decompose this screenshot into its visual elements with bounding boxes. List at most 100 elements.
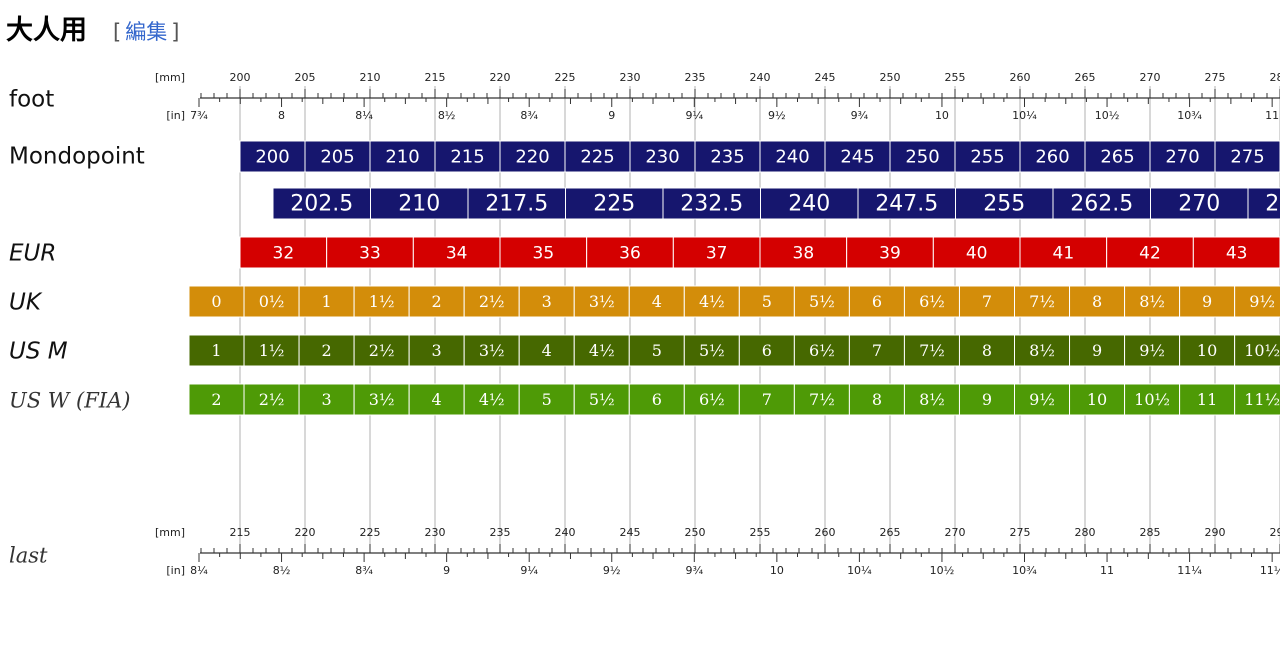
mm-label: 270: [945, 526, 966, 539]
size-label: 210: [398, 192, 440, 217]
mm-label: 200: [230, 71, 251, 84]
size-label: 205: [320, 147, 354, 168]
in-label: 10½: [1095, 109, 1120, 122]
in-label: 9¼: [685, 109, 703, 122]
size-cell: [903, 383, 960, 416]
size-cell: [955, 187, 1054, 220]
in-label: 10¼: [1012, 109, 1037, 122]
size-label: 220: [515, 147, 549, 168]
size-cell: [1214, 140, 1280, 173]
size-label: 270: [1165, 147, 1199, 168]
size-cell: [759, 236, 848, 269]
size-cell: [824, 140, 891, 173]
size-cell: [586, 236, 674, 269]
size-cell: [1192, 236, 1280, 269]
in-label: 9: [443, 564, 450, 577]
edit-bracket: [編集]: [113, 16, 179, 46]
size-cell: [573, 383, 630, 416]
size-label: 8½: [1029, 341, 1055, 360]
mm-label: 250: [880, 71, 901, 84]
size-label: 9½: [1029, 390, 1055, 409]
in-label: 10: [770, 564, 784, 577]
in-label: 8¼: [355, 109, 373, 122]
size-label: 245: [840, 147, 874, 168]
size-label: 9½: [1249, 292, 1275, 311]
size-label: 265: [1100, 147, 1134, 168]
size-label: 6½: [919, 292, 945, 311]
size-cell: [353, 334, 410, 367]
size-label: 2½: [259, 390, 285, 409]
mm-label: 290: [1205, 526, 1226, 539]
mm-unit: [mm]: [155, 71, 185, 84]
section-header: 大人用 [編集]: [6, 8, 179, 48]
mm-label: 220: [490, 71, 511, 84]
size-label: 202.5: [290, 192, 353, 217]
bracket-open: [: [113, 20, 122, 44]
size-label: 230: [645, 147, 679, 168]
size-cell: [408, 383, 465, 416]
size-label: 41: [1053, 244, 1075, 264]
size-label: 3½: [479, 341, 505, 360]
size-cell: [499, 140, 566, 173]
size-cell: [1179, 285, 1236, 318]
size-label: 4: [432, 390, 442, 409]
size-cell: [1014, 285, 1071, 318]
mm-label: 230: [620, 71, 641, 84]
size-cell: [573, 285, 630, 318]
size-label: 240: [775, 147, 809, 168]
size-cell: [353, 383, 410, 416]
size-cell: [738, 334, 795, 367]
size-cell: [958, 285, 1016, 318]
size-label: 2½: [479, 292, 505, 311]
mm-label: 225: [555, 71, 576, 84]
in-label: 9¼: [520, 564, 538, 577]
mm-label: 215: [230, 526, 251, 539]
size-cell: [188, 383, 245, 416]
size-label: 5½: [589, 390, 615, 409]
mm-label: 235: [685, 71, 706, 84]
size-label: 3: [321, 390, 331, 409]
size-label: 8: [982, 341, 992, 360]
size-label: 225: [593, 192, 635, 217]
size-cell: [846, 236, 934, 269]
edit-link[interactable]: 編集: [125, 20, 168, 44]
size-label: 0½: [259, 292, 285, 311]
row-label: US W (FIA): [9, 389, 130, 413]
size-cell: [932, 236, 1021, 269]
size-label: 275: [1230, 147, 1264, 168]
size-label: 35: [533, 244, 555, 264]
size-label: 5½: [699, 341, 725, 360]
size-cell: [408, 334, 465, 367]
size-cell: [353, 285, 410, 318]
size-label: 1½: [369, 292, 395, 311]
size-cell: [889, 140, 956, 173]
row-label: US M: [9, 339, 68, 365]
size-cell: [958, 383, 1016, 416]
size-cell: [683, 285, 740, 318]
size-label: 11: [1197, 390, 1217, 409]
size-label: 1: [211, 341, 221, 360]
in-label: 10¾: [1177, 109, 1202, 122]
size-cell: [1234, 285, 1280, 318]
in-label: 10¼: [847, 564, 872, 577]
size-cell: [662, 187, 761, 220]
size-cell: [1124, 285, 1181, 318]
size-label: 3½: [589, 292, 615, 311]
size-label: 2: [321, 341, 331, 360]
mm-label: 205: [295, 71, 316, 84]
size-label: 225: [580, 147, 614, 168]
size-cell: [1247, 187, 1280, 220]
size-cell: [1069, 383, 1126, 416]
size-label: 1: [321, 292, 331, 311]
mm-label: 240: [750, 71, 771, 84]
size-label: 240: [788, 192, 830, 217]
row-label: foot: [9, 87, 54, 113]
mm-label: 225: [360, 526, 381, 539]
mm-label: 260: [1010, 71, 1031, 84]
size-cell: [188, 285, 245, 318]
mm-label: 270: [1140, 71, 1161, 84]
size-cell: [1014, 334, 1071, 367]
size-label: 277.5: [1265, 192, 1280, 217]
size-cell: [628, 383, 685, 416]
